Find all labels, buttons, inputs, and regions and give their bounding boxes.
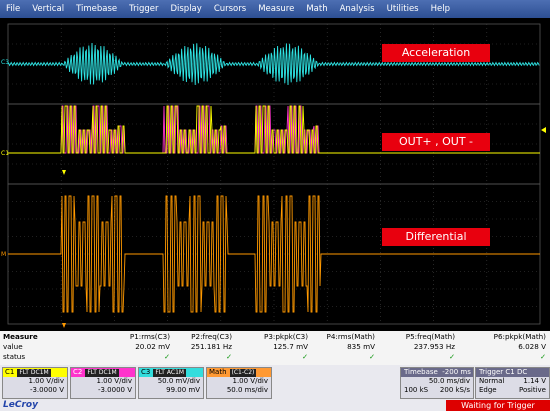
channel-offset: -3.0000 V bbox=[29, 386, 64, 394]
channel-vdiv: 1.00 V/div bbox=[28, 377, 65, 385]
measure-title: Measure bbox=[3, 332, 38, 341]
channel-header: C1 FLT DC1M bbox=[3, 368, 67, 377]
timebase-tdiv: 50.0 ms/div bbox=[428, 377, 470, 385]
channel-box-c2[interactable]: C2 FLT DC1M 1.00 V/div -3.0000 V bbox=[70, 367, 136, 399]
measure-param-name: P6:pkpk(Math) bbox=[493, 332, 546, 341]
waveform-area: C3 C1 M bbox=[1, 23, 546, 328]
measure-param-name: P2:freq(C3) bbox=[191, 332, 232, 341]
measure-param-name: P4:rms(Math) bbox=[326, 332, 376, 341]
measure-param-value: 251.181 Hz bbox=[190, 342, 232, 351]
trigger-type: Edge bbox=[479, 386, 497, 394]
measure-param-value: 6.028 V bbox=[518, 342, 546, 351]
menu-file[interactable]: File bbox=[6, 4, 21, 14]
menu-bar: File Vertical Timebase Trigger Display Cursor… bbox=[0, 0, 550, 18]
channel-header: Math (C1-C2) bbox=[207, 368, 271, 377]
trace-c1 bbox=[8, 105, 540, 154]
trigger-level: 1.14 V bbox=[523, 377, 546, 385]
measure-param-name: P5:freq(Math) bbox=[405, 332, 455, 341]
trigger-marker-math bbox=[62, 323, 66, 328]
trigger-slope: Positive bbox=[519, 386, 546, 394]
label-acceleration: Acceleration bbox=[382, 44, 490, 62]
menu-cursors[interactable]: Cursors bbox=[213, 4, 247, 14]
menu-math[interactable]: Math bbox=[306, 4, 328, 14]
menu-trigger[interactable]: Trigger bbox=[129, 4, 159, 14]
trigger-marker bbox=[62, 170, 66, 175]
trace-c3 bbox=[7, 42, 540, 86]
menu-vertical[interactable]: Vertical bbox=[32, 4, 65, 14]
channel-header: C3 FLT AC1M bbox=[139, 368, 203, 377]
status-waiting: Waiting for Trigger bbox=[446, 400, 550, 411]
measure-param-value: 125.7 mV bbox=[273, 342, 308, 351]
trigger-header: Trigger C1 DC bbox=[476, 368, 549, 377]
channel-header: C2 FLT DC1M bbox=[71, 368, 135, 377]
trigger-box[interactable]: Trigger C1 DC Normal 1.14 V Edge Positive bbox=[475, 367, 550, 399]
timebase-header: Timebase -200 ms bbox=[401, 368, 473, 377]
trigger-mode: Normal bbox=[479, 377, 505, 385]
timebase-points: 100 kS bbox=[404, 386, 429, 394]
channel-offset: -3.0000 V bbox=[97, 386, 132, 394]
measure-param-status: ✓ bbox=[539, 352, 546, 361]
trace-math bbox=[8, 195, 540, 313]
measure-panel: Measure value status P1:rms(C3) 20.02 mV ✓… bbox=[0, 331, 550, 365]
marker-math: M bbox=[1, 251, 6, 258]
measure-param-value: 237.953 Hz bbox=[413, 342, 455, 351]
channel-box-c3[interactable]: C3 FLT AC1M 50.0 mV/div 99.00 mV bbox=[138, 367, 204, 399]
measure-param-status: ✓ bbox=[301, 352, 308, 361]
measure-param-status: ✓ bbox=[163, 352, 170, 361]
channel-vdiv: 1.00 V/div bbox=[232, 377, 269, 385]
measure-param-status: ✓ bbox=[368, 352, 375, 361]
measure-param-value: 835 mV bbox=[347, 342, 375, 351]
label-out: OUT+ , OUT - bbox=[382, 133, 490, 151]
menu-timebase[interactable]: Timebase bbox=[76, 4, 118, 14]
bottom-panel: C1 FLT DC1M 1.00 V/div -3.0000 V C2 FLT DC1M 1… bbox=[0, 365, 550, 411]
channel-offset: 50.0 ms/div bbox=[226, 386, 268, 394]
label-differential: Differential bbox=[382, 228, 490, 246]
channel-vdiv: 1.00 V/div bbox=[96, 377, 133, 385]
measure-param-value: 20.02 mV bbox=[135, 342, 170, 351]
menu-analysis[interactable]: Analysis bbox=[339, 4, 375, 14]
channel-offset: 99.00 mV bbox=[166, 386, 200, 394]
timebase-rate: 200 kS/s bbox=[439, 386, 470, 394]
measure-param-status: ✓ bbox=[448, 352, 455, 361]
menu-measure[interactable]: Measure bbox=[258, 4, 295, 14]
measure-param-name: P1:rms(C3) bbox=[129, 332, 170, 341]
measure-status-label: status bbox=[3, 352, 26, 361]
brand-logo: LeCroy bbox=[3, 400, 38, 410]
marker-c3: C3 bbox=[1, 59, 9, 66]
marker-c1: C1 bbox=[1, 150, 9, 157]
timebase-box[interactable]: Timebase -200 ms 50.0 ms/div 100 kS 200 k… bbox=[400, 367, 474, 399]
measure-value-label: value bbox=[3, 342, 23, 351]
measure-param-name: P3:pkpk(C3) bbox=[264, 332, 308, 341]
menu-help[interactable]: Help bbox=[430, 4, 450, 14]
menu-display[interactable]: Display bbox=[170, 4, 202, 14]
measure-param-status: ✓ bbox=[225, 352, 232, 361]
channel-vdiv: 50.0 mV/div bbox=[157, 377, 200, 385]
channel-box-c1[interactable]: C1 FLT DC1M 1.00 V/div -3.0000 V bbox=[2, 367, 68, 399]
channel-box-math[interactable]: Math (C1-C2) 1.00 V/div 50.0 ms/div bbox=[206, 367, 272, 399]
scope-display: C3 C1 M Acceleration OUT+ , OUT - Differen… bbox=[0, 18, 550, 330]
trigger-level-marker[interactable] bbox=[541, 127, 546, 133]
menu-utilities[interactable]: Utilities bbox=[386, 4, 419, 14]
